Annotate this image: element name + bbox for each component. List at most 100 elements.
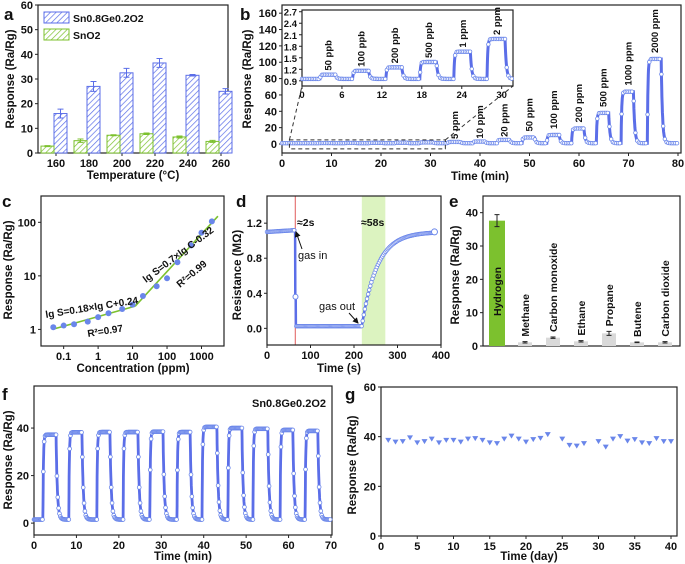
data-point <box>327 517 333 522</box>
panel-label-c: c <box>2 192 11 211</box>
data-point <box>174 517 179 522</box>
panel-d-ytick-label: 0.8 <box>247 253 262 265</box>
data-point <box>121 446 127 451</box>
data-point-triangle <box>566 442 573 448</box>
data-point <box>360 318 365 324</box>
panel-label-e: e <box>449 192 458 211</box>
data-point <box>581 126 586 131</box>
panel-b-ytick-label: 100 <box>259 57 277 69</box>
data-point <box>226 433 232 438</box>
panel-f-xlabel: Time (min) <box>154 551 212 563</box>
bar-butene <box>630 342 644 346</box>
bar-ethane <box>574 341 588 346</box>
response-time-label: ≈2s <box>297 217 315 229</box>
panel-a-xtick-label: 260 <box>212 158 230 170</box>
bar-sno2 <box>205 140 220 154</box>
legend-label: SnO2 <box>73 30 101 42</box>
gas-label: Propane <box>604 284 616 326</box>
data-point-triangle <box>457 439 464 445</box>
bar-sno2 <box>106 134 121 154</box>
data-point-triangle <box>624 438 631 444</box>
data-point-triangle <box>639 440 645 446</box>
panel-f-xtick-label: 30 <box>155 540 167 552</box>
panel-g-xtick-label: 25 <box>556 541 568 553</box>
panel-a-ytick-label: 10 <box>21 123 33 135</box>
panel-b-xtick-label: 40 <box>474 158 486 170</box>
panel-b-xtick-label: 20 <box>375 158 387 170</box>
bar-sn0.8ge0.2o2 <box>185 74 200 154</box>
inset-data-point <box>434 63 439 68</box>
data-point <box>95 314 102 321</box>
bar-hydrogen <box>489 220 505 346</box>
data-point <box>291 228 297 233</box>
error-bar <box>77 138 84 143</box>
data-point <box>95 446 100 451</box>
zoom-region-box <box>288 139 446 150</box>
panel-d-xtick-label: 200 <box>345 350 363 362</box>
inset-data-point <box>383 76 388 82</box>
panel-a-ytick-label: 30 <box>21 74 33 86</box>
panel-g-ytick-label: 40 <box>364 432 376 444</box>
data-point <box>315 428 320 434</box>
data-point-triangle <box>436 440 442 446</box>
panel-a-ytick-label: 40 <box>21 49 33 61</box>
fit-equation-low: lg S=0.18×lg C+0.24 <box>45 295 140 321</box>
panel-b-ytick-label: 20 <box>265 123 277 135</box>
data-point <box>631 98 636 104</box>
error-bar <box>156 58 163 68</box>
panel-e-ytick-label: 20 <box>466 274 478 286</box>
error-bar <box>494 214 500 228</box>
gas-label: Carbon monoxide <box>548 243 560 332</box>
panel-b-ytick-label: 60 <box>265 90 277 102</box>
panel-label-a: a <box>4 5 14 24</box>
data-point <box>41 469 46 474</box>
data-point <box>645 112 650 117</box>
inset-concentration-label: 500 ppb <box>424 22 435 58</box>
inset-xtick-label: 12 <box>377 90 388 101</box>
inset-ytick-label: 1.5 <box>284 54 298 65</box>
data-point <box>198 229 205 236</box>
data-point <box>617 140 623 146</box>
inset-concentration-label: 1 ppm <box>458 20 469 48</box>
panel-f-xtick-label: 70 <box>325 540 337 552</box>
gas-label: Methane <box>520 294 532 337</box>
data-point-triangle <box>602 444 609 450</box>
gas-in-label: gas in <box>298 250 327 262</box>
data-point <box>304 435 309 441</box>
data-point-triangle <box>494 441 500 447</box>
panel-b-xtick-label: 10 <box>325 158 337 170</box>
data-point-triangle <box>465 436 471 442</box>
panel-a-xtick-label: 160 <box>47 158 65 170</box>
data-point <box>80 454 85 460</box>
data-point <box>607 124 612 129</box>
panel-f-xtick-label: 50 <box>240 540 252 552</box>
panel-g-xtick-label: 10 <box>447 541 459 553</box>
data-point <box>277 517 283 522</box>
concentration-label: 1000 ppm <box>623 42 634 86</box>
data-point <box>41 439 47 444</box>
data-point <box>265 426 270 432</box>
inset-xtick-label: 30 <box>496 90 507 101</box>
error-bar <box>662 341 668 344</box>
error-bar <box>143 132 150 135</box>
panel-label-g: g <box>345 385 355 404</box>
panel-c-xlabel: Concentration (ppm) <box>76 363 189 375</box>
data-point <box>251 443 257 449</box>
panel-b-ytick-label: 160 <box>259 8 277 20</box>
error-bar <box>550 336 556 339</box>
data-point <box>79 430 84 435</box>
data-point <box>266 483 272 489</box>
error-bar <box>90 80 97 92</box>
panel-b-ytick-label: 140 <box>259 25 277 37</box>
data-point <box>129 301 136 308</box>
panel-g-frame <box>380 386 678 537</box>
panel-g-xtick-label: 5 <box>414 541 420 553</box>
inset-data-point <box>432 59 438 65</box>
panel-b-ytick-label: 80 <box>265 74 277 86</box>
panel-c-xtick-label: 0.1 <box>56 351 71 363</box>
bar-methane <box>518 342 532 346</box>
data-point-triangle <box>660 439 667 445</box>
inset-ytick-label: 2.4 <box>284 19 298 30</box>
panel-d-ytick-label: 0.0 <box>247 323 262 335</box>
gas-in-arrow <box>294 231 303 250</box>
